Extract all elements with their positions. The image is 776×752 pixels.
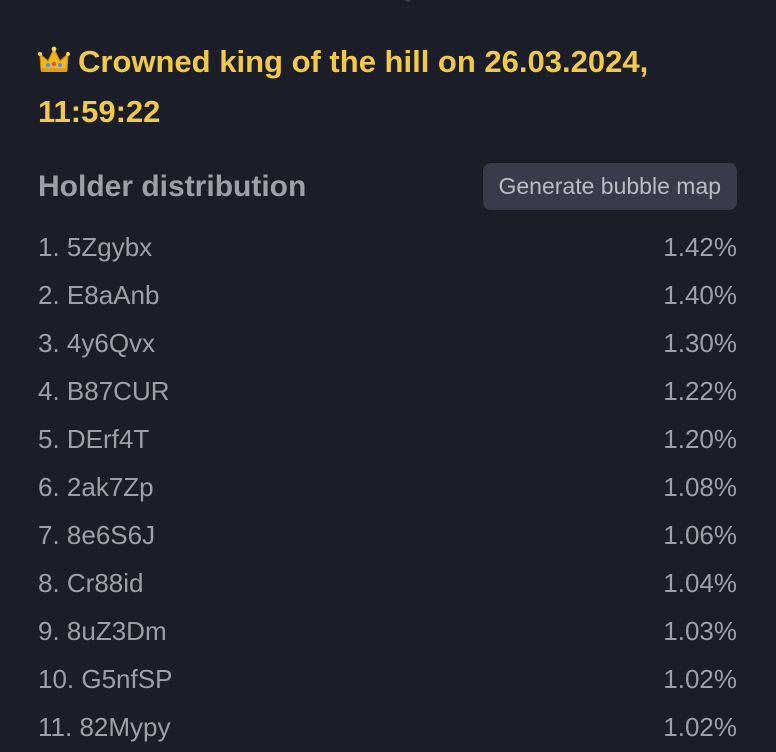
holder-row: 11. 82Mypy 1.02% [38,703,737,751]
holder-address[interactable]: 2. E8aAnb [38,279,160,310]
holder-list: 1. 5Zgybx 1.42% 2. E8aAnb 1.40% 3. 4y6Qv… [38,223,737,751]
holder-address[interactable]: 9. 8uZ3Dm [38,615,167,646]
holder-row: 5. DErf4T 1.20% [38,415,737,463]
holder-percent: 1.04% [663,567,737,598]
holder-percent: 1.22% [663,375,737,406]
holder-percent: 1.02% [663,663,737,694]
cropped-element [405,0,411,2]
holder-row: 10. G5nfSP 1.02% [38,655,737,703]
holder-row: 8. Cr88id 1.04% [38,559,737,607]
holder-row: 3. 4y6Qvx 1.30% [38,319,737,367]
banner-text: Crowned king of the hill on 26.03.2024, … [38,44,649,129]
holder-distribution-title: Holder distribution [38,170,307,203]
holder-row: 1. 5Zgybx 1.42% [38,223,737,271]
generate-bubble-map-button[interactable]: Generate bubble map [482,163,737,210]
holder-percent: 1.42% [663,231,737,262]
holder-address[interactable]: 11. 82Mypy [38,711,171,742]
holder-percent: 1.30% [663,327,737,358]
holder-row: 2. E8aAnb 1.40% [38,271,737,319]
holder-row: 6. 2ak7Zp 1.08% [38,463,737,511]
holder-percent: 1.20% [663,423,737,454]
holder-address[interactable]: 7. 8e6S6J [38,519,156,550]
holder-address[interactable]: 1. 5Zgybx [38,231,153,262]
holder-row: 4. B87CUR 1.22% [38,367,737,415]
holder-row: 9. 8uZ3Dm 1.03% [38,607,737,655]
holder-row: 7. 8e6S6J 1.06% [38,511,737,559]
holder-percent: 1.08% [663,471,737,502]
holder-distribution-header: Holder distribution Generate bubble map [38,163,737,211]
holder-percent: 1.06% [663,519,737,550]
crown-icon [38,40,70,88]
holder-address[interactable]: 5. DErf4T [38,423,150,454]
holder-address[interactable]: 10. G5nfSP [38,663,173,694]
holder-percent: 1.40% [663,279,737,310]
king-of-the-hill-banner: Crowned king of the hill on 26.03.2024, … [38,38,728,136]
holder-percent: 1.03% [663,615,737,646]
holder-address[interactable]: 4. B87CUR [38,375,170,406]
holder-address[interactable]: 8. Cr88id [38,567,144,598]
holder-address[interactable]: 3. 4y6Qvx [38,327,156,358]
holder-percent: 1.02% [663,711,737,742]
holder-address[interactable]: 6. 2ak7Zp [38,471,154,502]
